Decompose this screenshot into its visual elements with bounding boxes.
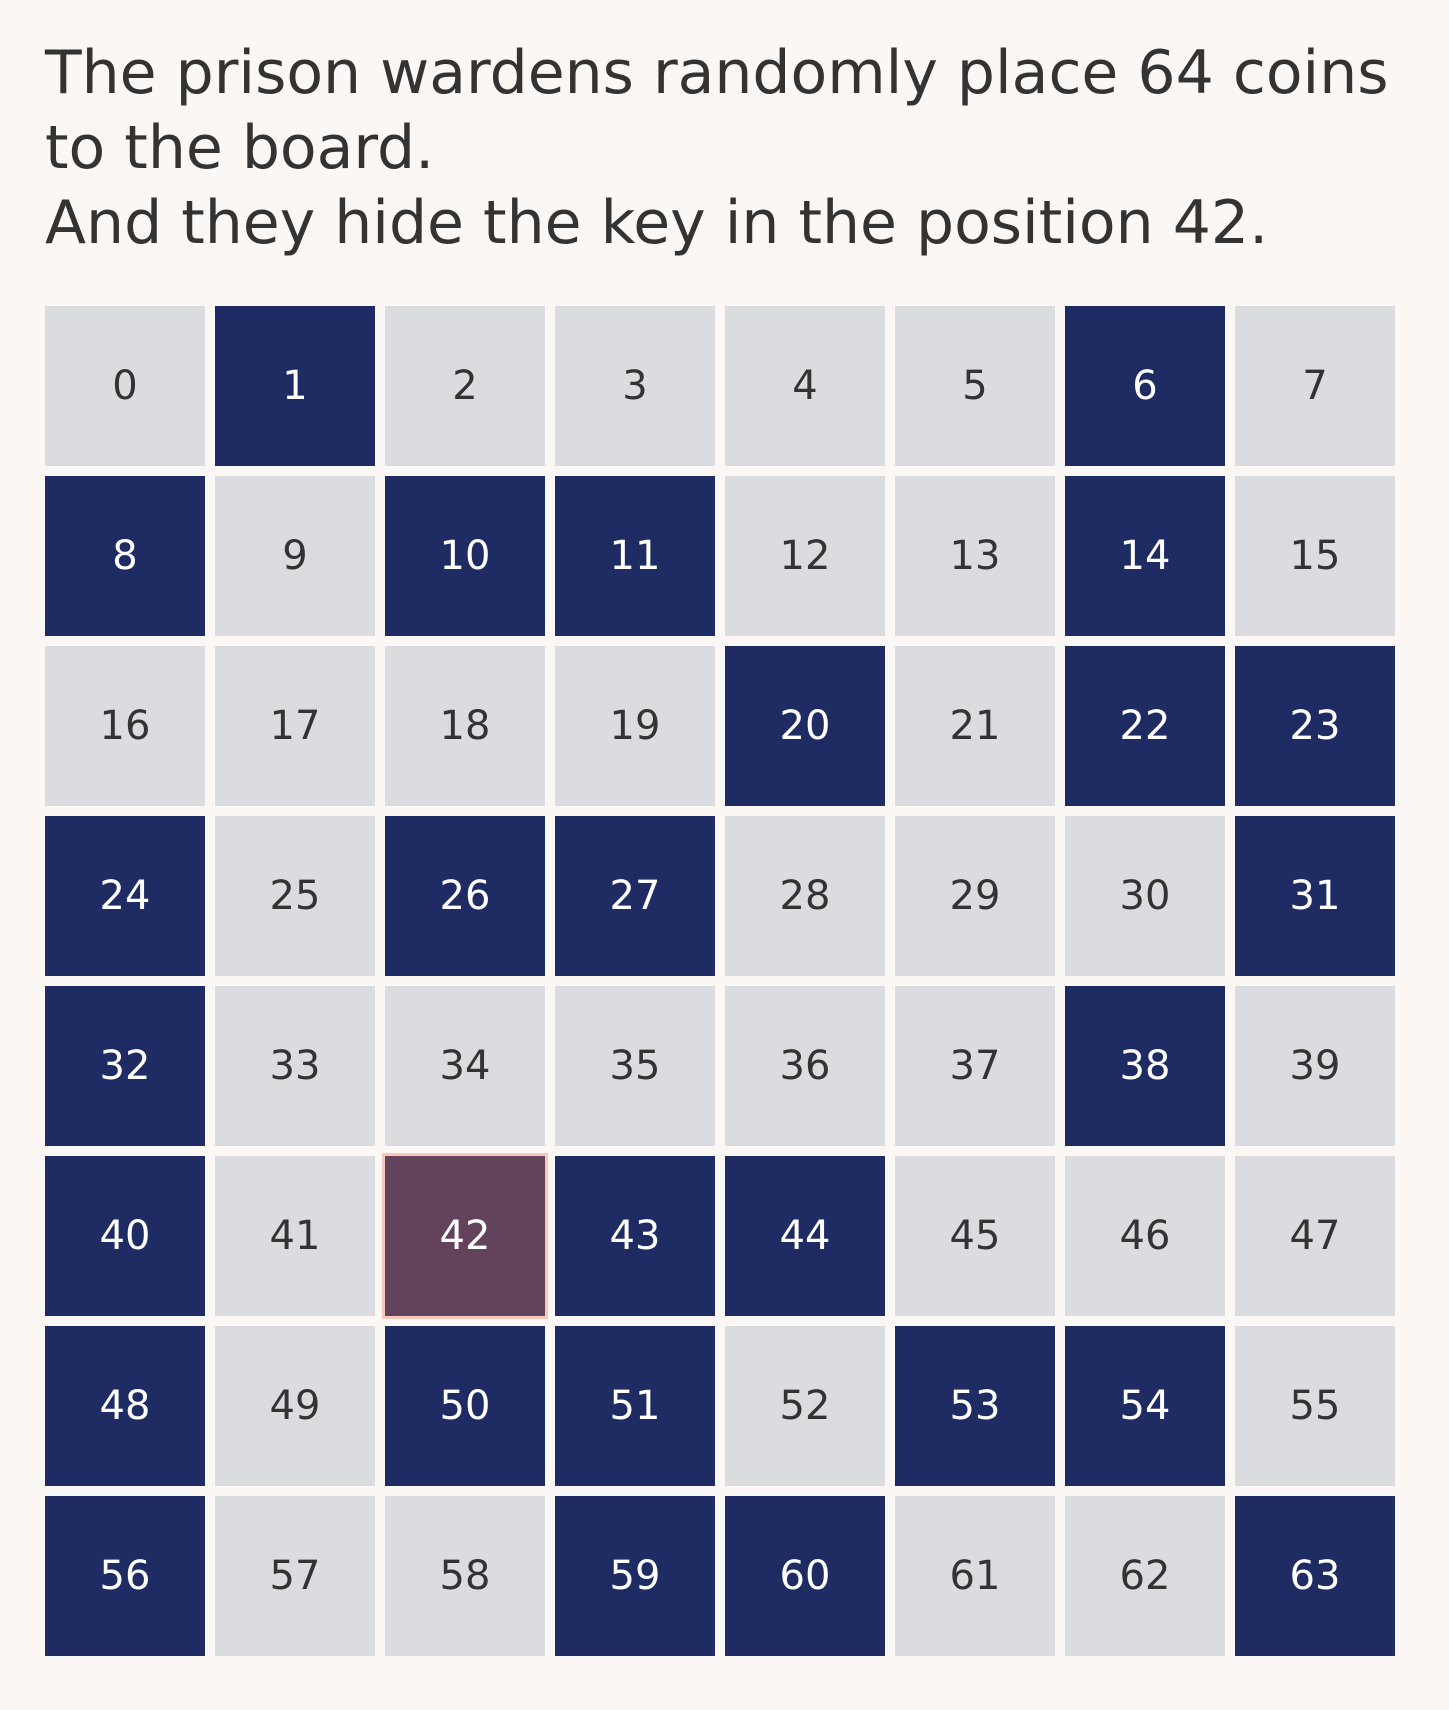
coin-cell[interactable]: 20 [725, 646, 885, 806]
empty-cell[interactable]: 35 [555, 986, 715, 1146]
coin-cell[interactable]: 31 [1235, 816, 1395, 976]
empty-cell[interactable]: 47 [1235, 1156, 1395, 1316]
coin-cell[interactable]: 1 [215, 306, 375, 466]
empty-cell[interactable]: 39 [1235, 986, 1395, 1146]
coin-cell[interactable]: 32 [45, 986, 205, 1146]
coin-cell[interactable]: 11 [555, 476, 715, 636]
empty-cell[interactable]: 0 [45, 306, 205, 466]
empty-cell[interactable]: 52 [725, 1326, 885, 1486]
coin-cell[interactable]: 43 [555, 1156, 715, 1316]
empty-cell[interactable]: 18 [385, 646, 545, 806]
empty-cell[interactable]: 3 [555, 306, 715, 466]
coin-cell[interactable]: 44 [725, 1156, 885, 1316]
caption-line-3: And they hide the key in the position 42… [45, 188, 1269, 258]
coin-cell[interactable]: 26 [385, 816, 545, 976]
empty-cell[interactable]: 19 [555, 646, 715, 806]
coin-cell[interactable]: 10 [385, 476, 545, 636]
coin-cell[interactable]: 63 [1235, 1496, 1395, 1656]
key-cell[interactable]: 42 [382, 1153, 548, 1319]
empty-cell[interactable]: 30 [1065, 816, 1225, 976]
empty-cell[interactable]: 4 [725, 306, 885, 466]
empty-cell[interactable]: 9 [215, 476, 375, 636]
coin-cell[interactable]: 24 [45, 816, 205, 976]
empty-cell[interactable]: 61 [895, 1496, 1055, 1656]
coin-cell[interactable]: 56 [45, 1496, 205, 1656]
coin-cell[interactable]: 53 [895, 1326, 1055, 1486]
coin-cell[interactable]: 8 [45, 476, 205, 636]
empty-cell[interactable]: 57 [215, 1496, 375, 1656]
caption: The prison wardens randomly place 64 coi… [45, 36, 1425, 261]
empty-cell[interactable]: 62 [1065, 1496, 1225, 1656]
empty-cell[interactable]: 46 [1065, 1156, 1225, 1316]
empty-cell[interactable]: 15 [1235, 476, 1395, 636]
empty-cell[interactable]: 36 [725, 986, 885, 1146]
empty-cell[interactable]: 58 [385, 1496, 545, 1656]
coin-cell[interactable]: 50 [385, 1326, 545, 1486]
coin-cell[interactable]: 48 [45, 1326, 205, 1486]
empty-cell[interactable]: 41 [215, 1156, 375, 1316]
empty-cell[interactable]: 7 [1235, 306, 1395, 466]
coin-cell[interactable]: 54 [1065, 1326, 1225, 1486]
coin-cell[interactable]: 6 [1065, 306, 1225, 466]
empty-cell[interactable]: 12 [725, 476, 885, 636]
empty-cell[interactable]: 29 [895, 816, 1055, 976]
coin-cell[interactable]: 22 [1065, 646, 1225, 806]
coin-cell[interactable]: 23 [1235, 646, 1395, 806]
empty-cell[interactable]: 49 [215, 1326, 375, 1486]
empty-cell[interactable]: 34 [385, 986, 545, 1146]
coin-cell[interactable]: 51 [555, 1326, 715, 1486]
coin-cell[interactable]: 27 [555, 816, 715, 976]
empty-cell[interactable]: 16 [45, 646, 205, 806]
empty-cell[interactable]: 28 [725, 816, 885, 976]
empty-cell[interactable]: 5 [895, 306, 1055, 466]
coin-cell[interactable]: 60 [725, 1496, 885, 1656]
coin-cell[interactable]: 59 [555, 1496, 715, 1656]
empty-cell[interactable]: 55 [1235, 1326, 1395, 1486]
empty-cell[interactable]: 33 [215, 986, 375, 1146]
empty-cell[interactable]: 13 [895, 476, 1055, 636]
empty-cell[interactable]: 17 [215, 646, 375, 806]
caption-line-1: The prison wardens randomly place 64 coi… [45, 38, 1389, 108]
empty-cell[interactable]: 21 [895, 646, 1055, 806]
empty-cell[interactable]: 25 [215, 816, 375, 976]
caption-line-2: to the board. [45, 113, 435, 183]
coin-cell[interactable]: 38 [1065, 986, 1225, 1146]
empty-cell[interactable]: 37 [895, 986, 1055, 1146]
empty-cell[interactable]: 2 [385, 306, 545, 466]
empty-cell[interactable]: 45 [895, 1156, 1055, 1316]
chess-board: 0 1 2 3 4 5 6 7 8 9 10 11 12 13 14 15 16 17 18 19 20 21 22 23 24… [45, 306, 1405, 1666]
coin-cell[interactable]: 14 [1065, 476, 1225, 636]
coin-cell[interactable]: 40 [45, 1156, 205, 1316]
